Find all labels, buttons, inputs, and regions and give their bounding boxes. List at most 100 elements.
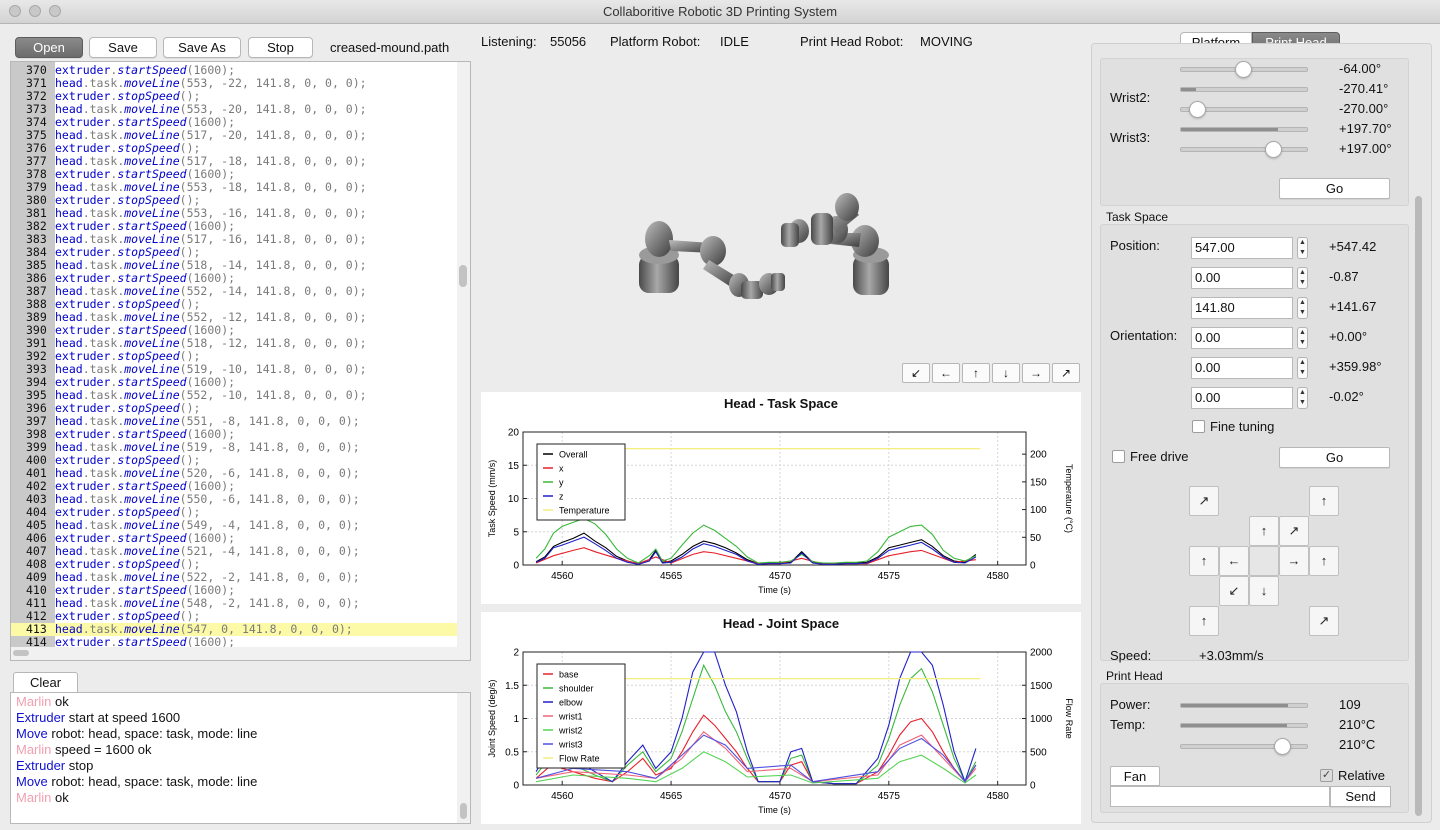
jog-up-right-icon[interactable]: ↗ [1189,486,1219,516]
stepper-down-icon[interactable]: ▼ [1299,369,1306,376]
code-line[interactable]: 399 head.task.moveLine(519, -8, 141.8, 0,… [11,441,457,454]
stepper-down-icon[interactable]: ▼ [1299,309,1306,316]
code-line[interactable]: 372 extruder.stopSpeed(); [11,90,457,103]
temp-target-slider[interactable] [1180,744,1308,749]
stepper-down-icon[interactable]: ▼ [1299,279,1306,286]
pan-left-icon[interactable]: ← [932,363,960,383]
jog-left-icon[interactable]: ← [1219,546,1249,576]
jog-up-right-icon[interactable]: ↗ [1279,516,1309,546]
panel-scrollbar[interactable] [1411,44,1427,822]
joint-target-slider[interactable] [1180,147,1308,152]
command-input[interactable] [1110,786,1330,807]
code-line[interactable]: 378 extruder.startSpeed(1600); [11,168,457,181]
stop-button[interactable]: Stop [248,37,313,58]
code-line[interactable]: 374 extruder.startSpeed(1600); [11,116,457,129]
joint-slider-handle[interactable] [1234,61,1252,78]
clear-console-tab[interactable]: Clear [13,672,78,693]
console-scroll-thumb[interactable] [460,803,467,819]
stepper-up-icon[interactable]: ▲ [1299,329,1306,336]
zoom-window-button[interactable] [49,5,61,17]
editor-vertical-scrollbar[interactable] [457,62,470,647]
code-line[interactable]: 390 extruder.startSpeed(1600); [11,324,457,337]
code-line[interactable]: 404 extruder.stopSpeed(); [11,506,457,519]
relative-checkbox[interactable]: ✓ [1320,769,1333,782]
fan-button[interactable]: Fan [1110,766,1160,786]
temp-target-slider-handle[interactable] [1274,738,1292,755]
code-line[interactable]: 370 extruder.startSpeed(1600); [11,64,457,77]
code-line[interactable]: 377 head.task.moveLine(517, -18, 141.8, 0… [11,155,457,168]
code-line[interactable]: 407 head.task.moveLine(521, -4, 141.8, 0,… [11,545,457,558]
console-scrollbar[interactable] [457,693,470,823]
stepper-down-icon[interactable]: ▼ [1299,249,1306,256]
jog-down-icon[interactable]: ↓ [1249,576,1279,606]
rotate-down-left-icon[interactable]: ↙ [902,363,930,383]
code-line[interactable]: 411 head.task.moveLine(548, -2, 141.8, 0,… [11,597,457,610]
open-button[interactable]: Open [15,37,83,58]
code-line[interactable]: 384 extruder.stopSpeed(); [11,246,457,259]
position-x-stepper[interactable]: ▲ ▼ [1297,237,1308,259]
code-line[interactable]: 387 head.task.moveLine(552, -14, 141.8, 0… [11,285,457,298]
code-line[interactable]: 391 head.task.moveLine(518, -12, 141.8, 0… [11,337,457,350]
code-line[interactable]: 396 extruder.stopSpeed(); [11,402,457,415]
code-line[interactable]: 414 extruder.startSpeed(1600); [11,636,457,649]
stepper-up-icon[interactable]: ▲ [1299,389,1306,396]
position-y-input[interactable]: 0.00 [1191,267,1293,289]
joint-slider-handle[interactable] [1265,141,1283,158]
pan-right-icon[interactable]: → [1022,363,1050,383]
code-line[interactable]: 403 head.task.moveLine(550, -6, 141.8, 0,… [11,493,457,506]
jog-up-icon[interactable]: ↑ [1309,486,1339,516]
code-line[interactable]: 385 head.task.moveLine(518, -14, 141.8, 0… [11,259,457,272]
joint-slider-handle[interactable] [1188,101,1206,118]
code-line[interactable]: 375 head.task.moveLine(517, -20, 141.8, 0… [11,129,457,142]
code-line[interactable]: 397 head.task.moveLine(551, -8, 141.8, 0,… [11,415,457,428]
stepper-down-icon[interactable]: ▼ [1299,399,1306,406]
jog-up-icon[interactable]: ↑ [1189,546,1219,576]
pan-down-icon[interactable]: ↓ [992,363,1020,383]
jog-up-icon[interactable]: ↑ [1249,516,1279,546]
orientation-ry-stepper[interactable]: ▲ ▼ [1297,357,1308,379]
free-drive-checkbox[interactable] [1112,450,1125,463]
minimize-window-button[interactable] [29,5,41,17]
jog-up-icon[interactable]: ↑ [1309,546,1339,576]
orientation-rz-stepper[interactable]: ▲ ▼ [1297,387,1308,409]
joint-target-slider[interactable] [1180,107,1308,112]
code-line[interactable]: 388 extruder.stopSpeed(); [11,298,457,311]
code-line[interactable]: 380 extruder.stopSpeed(); [11,194,457,207]
code-line[interactable]: 395 head.task.moveLine(552, -10, 141.8, 0… [11,389,457,402]
stepper-up-icon[interactable]: ▲ [1299,239,1306,246]
orientation-rx-stepper[interactable]: ▲ ▼ [1297,327,1308,349]
orientation-rz-input[interactable]: 0.00 [1191,387,1293,409]
code-line[interactable]: 405 head.task.moveLine(549, -4, 141.8, 0,… [11,519,457,532]
code-line[interactable]: 373 head.task.moveLine(553, -20, 141.8, 0… [11,103,457,116]
code-line[interactable]: 394 extruder.startSpeed(1600); [11,376,457,389]
code-line[interactable]: 381 head.task.moveLine(553, -16, 141.8, 0… [11,207,457,220]
code-line[interactable]: 406 extruder.startSpeed(1600); [11,532,457,545]
code-line[interactable]: 382 extruder.startSpeed(1600); [11,220,457,233]
position-z-stepper[interactable]: ▲ ▼ [1297,297,1308,319]
pan-up-icon[interactable]: ↑ [962,363,990,383]
code-line[interactable]: 371 head.task.moveLine(553, -22, 141.8, 0… [11,77,457,90]
editor-horizontal-scrollbar[interactable] [11,647,470,660]
code-editor[interactable]: 370 extruder.startSpeed(1600); 371 head.tas… [10,61,471,661]
position-z-input[interactable]: 141.80 [1191,297,1293,319]
code-line[interactable]: 398 extruder.startSpeed(1600); [11,428,457,441]
code-line[interactable]: 408 extruder.stopSpeed(); [11,558,457,571]
code-line[interactable]: 402 extruder.startSpeed(1600); [11,480,457,493]
send-button[interactable]: Send [1330,786,1391,807]
stepper-up-icon[interactable]: ▲ [1299,269,1306,276]
code-line[interactable]: 409 head.task.moveLine(522, -2, 141.8, 0,… [11,571,457,584]
joint-go-button[interactable]: Go [1279,178,1390,199]
fine-tuning-checkbox[interactable] [1192,420,1205,433]
save-button[interactable]: Save [89,37,157,58]
code-line[interactable]: 386 extruder.startSpeed(1600); [11,272,457,285]
editor-hscroll-thumb[interactable] [13,650,29,656]
code-line[interactable]: 393 head.task.moveLine(519, -10, 141.8, 0… [11,363,457,376]
code-line[interactable]: 392 extruder.stopSpeed(); [11,350,457,363]
code-line[interactable]: 383 head.task.moveLine(517, -16, 141.8, 0… [11,233,457,246]
task-go-button[interactable]: Go [1279,447,1390,468]
orientation-rx-input[interactable]: 0.00 [1191,327,1293,349]
stepper-up-icon[interactable]: ▲ [1299,359,1306,366]
code-line[interactable]: 376 extruder.stopSpeed(); [11,142,457,155]
jog-down-left-icon[interactable]: ↙ [1219,576,1249,606]
code-line[interactable]: 412 extruder.stopSpeed(); [11,610,457,623]
